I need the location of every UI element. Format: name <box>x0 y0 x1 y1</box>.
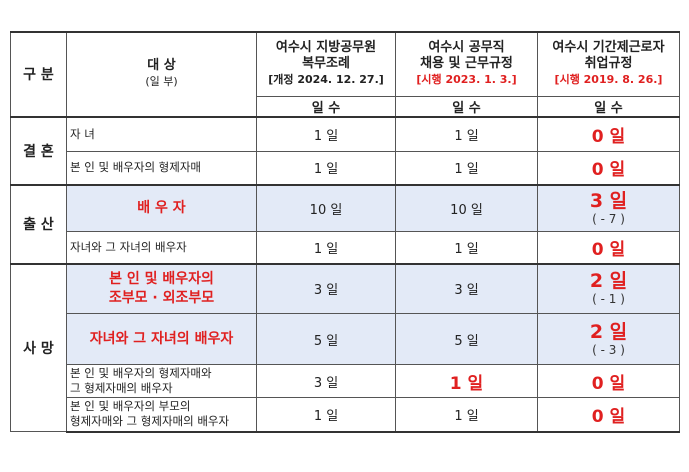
unit-col2: 일 수 <box>395 95 538 117</box>
header-col1-line1: 여수시 지방공무원 <box>275 40 377 56</box>
unit-col1: 일 수 <box>256 95 396 117</box>
header-subject: 대 상 (일 부) <box>66 31 257 117</box>
header-col1: 여수시 지방공무원 복무조례 [개정 2024. 12. 27.] <box>256 31 396 97</box>
subject-cell-highlight: 본 인 및 배우자의 조부모 · 외조부모 <box>66 262 257 314</box>
value-cell: 1 일 <box>395 397 538 433</box>
subject-cell-highlight: 배 우 자 <box>66 183 257 232</box>
value-cell: 3 일 <box>256 262 396 314</box>
header-col2-line3: [시행 2023. 1. 3.] <box>416 73 517 87</box>
value-cell: 5 일 <box>256 313 396 365</box>
value-difference: ( - 1 ) <box>592 292 625 307</box>
value-cell: 5 일 <box>395 313 538 365</box>
value-main: 2 일 <box>589 320 628 343</box>
header-col3-line3: [시행 2019. 8. 26.] <box>554 73 663 87</box>
leave-comparison-table: 구 분 대 상 (일 부) 여수시 지방공무원 복무조례 [개정 2024. 1… <box>10 31 680 433</box>
value-cell-highlight: 0 일 <box>537 115 680 152</box>
header-category: 구 분 <box>10 31 67 117</box>
subject-line: 본 인 및 배우자의 <box>109 270 214 287</box>
value-cell: 3 일 <box>395 262 538 314</box>
value-cell: 1 일 <box>256 115 396 152</box>
value-cell: 1 일 <box>395 151 538 185</box>
value-main: 2 일 <box>589 270 628 293</box>
value-cell-highlight: 2 일 ( - 1 ) <box>537 262 680 314</box>
value-cell-highlight: 0 일 <box>537 397 680 433</box>
value-cell: 1 일 <box>256 231 396 264</box>
value-cell-highlight: 0 일 <box>537 231 680 264</box>
value-main: 3 일 <box>589 189 628 212</box>
header-col1-line2: 복무조례 <box>302 56 350 72</box>
header-col3-line2: 취업규정 <box>584 56 633 72</box>
unit-col3: 일 수 <box>537 95 680 117</box>
subject-line: 형제자매와 그 형제자매의 배우자 <box>70 414 230 429</box>
section-label-birth: 출 산 <box>10 183 67 264</box>
value-cell-highlight: 3 일 ( - 7 ) <box>537 183 680 232</box>
value-cell: 3 일 <box>256 364 396 398</box>
subject-line: 조부모 · 외조부모 <box>108 289 215 306</box>
subject-line: 본 인 및 배우자의 부모의 <box>70 399 191 414</box>
subject-cell: 자녀와 그 자녀의 배우자 <box>66 231 257 264</box>
value-cell: 10 일 <box>395 183 538 232</box>
value-cell: 1 일 <box>256 397 396 433</box>
value-cell: 1 일 <box>395 231 538 264</box>
section-label-marriage: 결 혼 <box>10 115 67 185</box>
subject-cell: 본 인 및 배우자의 형제자매 <box>66 151 257 185</box>
header-col2-line2: 채용 및 근무규정 <box>420 56 513 72</box>
value-cell-highlight: 0 일 <box>537 151 680 185</box>
subject-line: 본 인 및 배우자의 형제자매와 <box>70 366 212 380</box>
subject-cell: 자 녀 <box>66 115 257 152</box>
value-cell: 1 일 <box>395 115 538 152</box>
section-label-death: 사 망 <box>10 262 67 432</box>
subject-cell-highlight: 자녀와 그 자녀의 배우자 <box>66 313 257 365</box>
value-difference: ( - 7 ) <box>592 211 625 226</box>
value-difference: ( - 3 ) <box>592 342 625 357</box>
value-cell: 10 일 <box>256 183 396 232</box>
subject-cell: 본 인 및 배우자의 부모의 형제자매와 그 형제자매의 배우자 <box>66 397 257 433</box>
header-col3-line1: 여수시 기간제근로자 <box>552 40 665 56</box>
subject-cell: 본 인 및 배우자의 형제자매와 그 형제자매의 배우자 <box>66 364 257 398</box>
header-col1-line3: [개정 2024. 12. 27.] <box>268 73 384 87</box>
header-col2: 여수시 공무직 채용 및 근무규정 [시행 2023. 1. 3.] <box>395 31 538 97</box>
value-cell-highlight: 1 일 <box>395 364 538 398</box>
header-subject-title: 대 상 <box>147 58 176 74</box>
subject-line: 그 형제자매의 배우자 <box>70 381 173 395</box>
value-cell: 1 일 <box>256 151 396 185</box>
value-cell-highlight: 2 일 ( - 3 ) <box>537 313 680 365</box>
header-col3: 여수시 기간제근로자 취업규정 [시행 2019. 8. 26.] <box>537 31 680 97</box>
header-subject-sub: (일 부) <box>145 75 178 89</box>
value-cell-highlight: 0 일 <box>537 364 680 398</box>
header-col2-line1: 여수시 공무직 <box>428 40 505 56</box>
